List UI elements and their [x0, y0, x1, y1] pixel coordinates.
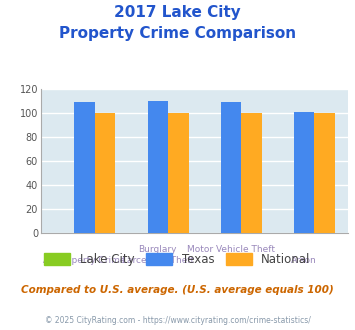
Text: All Property Crime: All Property Crime [43, 256, 126, 265]
Bar [168, 113, 189, 233]
Text: Motor Vehicle Theft: Motor Vehicle Theft [187, 245, 275, 254]
Bar [241, 113, 262, 233]
Text: Larceny & Theft: Larceny & Theft [122, 256, 194, 265]
Text: Compared to U.S. average. (U.S. average equals 100): Compared to U.S. average. (U.S. average … [21, 285, 334, 295]
Bar [294, 112, 314, 233]
Text: Arson: Arson [291, 256, 317, 265]
Bar [314, 113, 335, 233]
Text: 2017 Lake City: 2017 Lake City [114, 5, 241, 20]
Bar [221, 102, 241, 233]
Text: © 2025 CityRating.com - https://www.cityrating.com/crime-statistics/: © 2025 CityRating.com - https://www.city… [45, 316, 310, 325]
Bar [95, 113, 115, 233]
Text: Burglary: Burglary [138, 245, 177, 254]
Text: Property Crime Comparison: Property Crime Comparison [59, 26, 296, 41]
Legend: Lake City, Texas, National: Lake City, Texas, National [44, 253, 311, 266]
Bar [75, 102, 95, 233]
Bar [148, 101, 168, 233]
